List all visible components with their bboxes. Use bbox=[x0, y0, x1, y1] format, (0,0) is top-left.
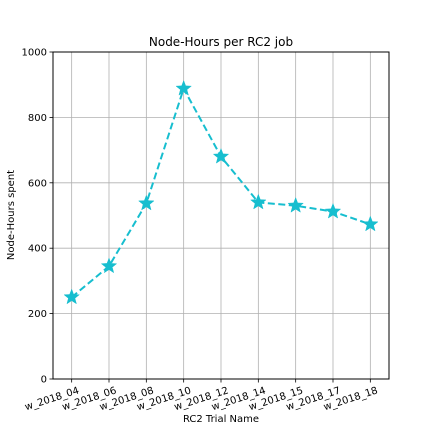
data-point-star bbox=[100, 257, 118, 274]
data-point-star bbox=[175, 79, 192, 96]
y-tick-label: 400 bbox=[28, 244, 47, 255]
data-point-star bbox=[138, 194, 155, 211]
y-tick-label: 200 bbox=[28, 309, 47, 320]
y-axis-label: Node-Hours spent bbox=[6, 170, 17, 260]
data-point-star bbox=[212, 147, 230, 164]
y-tick-label: 600 bbox=[28, 178, 47, 189]
y-tick-label: 0 bbox=[41, 375, 47, 386]
series-layer bbox=[63, 79, 379, 305]
y-tick-label: 1000 bbox=[22, 48, 47, 59]
axis-layer: 02004006008001000w_2018_04w_2018_06w_201… bbox=[22, 48, 380, 414]
data-point-star bbox=[362, 215, 379, 232]
data-point-star bbox=[324, 202, 342, 219]
data-point-star bbox=[250, 193, 267, 210]
data-point-star bbox=[287, 196, 304, 213]
grid-layer bbox=[53, 51, 389, 380]
chart-title: Node-Hours per RC2 job bbox=[149, 35, 293, 49]
y-tick-label: 800 bbox=[28, 113, 47, 124]
x-axis-label: RC2 Trial Name bbox=[183, 414, 259, 425]
data-point-star bbox=[63, 288, 80, 305]
